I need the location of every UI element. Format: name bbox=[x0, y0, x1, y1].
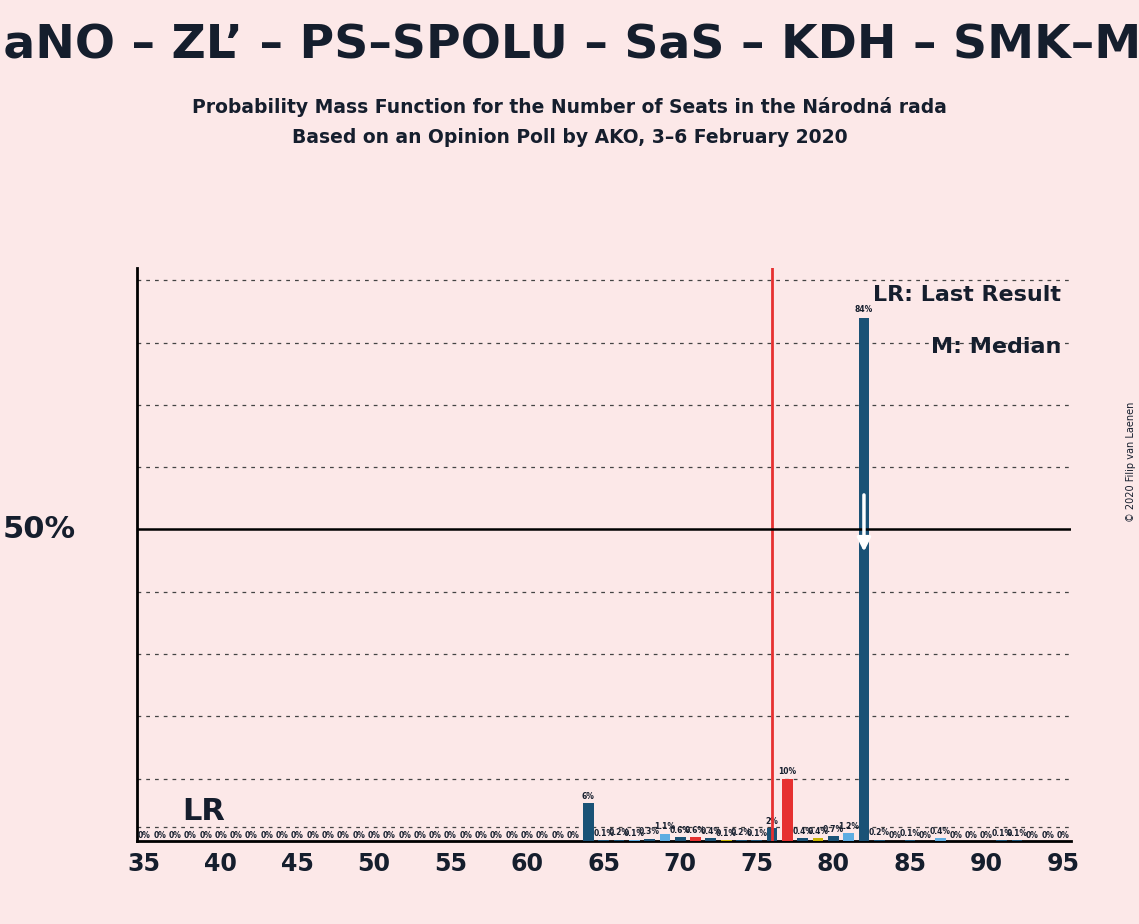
Bar bbox=[690, 837, 700, 841]
Text: 0.7%: 0.7% bbox=[822, 825, 844, 834]
Text: 6%: 6% bbox=[582, 792, 595, 801]
Text: 0.1%: 0.1% bbox=[593, 829, 614, 838]
Text: M: Median: M: Median bbox=[931, 336, 1062, 357]
Bar bbox=[705, 838, 716, 841]
Text: 0%: 0% bbox=[154, 831, 166, 840]
Text: 0%: 0% bbox=[428, 831, 442, 840]
Text: 0%: 0% bbox=[566, 831, 580, 840]
Bar bbox=[935, 838, 945, 841]
Text: © 2020 Filip van Laenen: © 2020 Filip van Laenen bbox=[1125, 402, 1136, 522]
Text: 0%: 0% bbox=[1041, 831, 1054, 840]
Text: 0%: 0% bbox=[965, 831, 977, 840]
Text: 0.1%: 0.1% bbox=[1007, 829, 1027, 838]
Bar bbox=[843, 833, 854, 841]
Text: Based on an Opinion Poll by AKO, 3–6 February 2020: Based on an Opinion Poll by AKO, 3–6 Feb… bbox=[292, 128, 847, 147]
Text: LR: LR bbox=[182, 796, 226, 826]
Text: 0.4%: 0.4% bbox=[808, 827, 828, 836]
Text: 0%: 0% bbox=[261, 831, 273, 840]
Text: 0%: 0% bbox=[888, 831, 901, 840]
Text: 0%: 0% bbox=[551, 831, 564, 840]
Text: 0%: 0% bbox=[950, 831, 962, 840]
Text: 0%: 0% bbox=[1057, 831, 1070, 840]
Text: 0%: 0% bbox=[368, 831, 380, 840]
Text: 0.2%: 0.2% bbox=[731, 828, 752, 837]
Text: 0%: 0% bbox=[506, 831, 518, 840]
Text: 0%: 0% bbox=[337, 831, 350, 840]
Text: 0.1%: 0.1% bbox=[715, 829, 737, 838]
Text: 0%: 0% bbox=[413, 831, 426, 840]
Text: 0%: 0% bbox=[276, 831, 288, 840]
Text: 0%: 0% bbox=[1026, 831, 1039, 840]
Text: 0%: 0% bbox=[444, 831, 457, 840]
Text: 0%: 0% bbox=[536, 831, 549, 840]
Text: Probability Mass Function for the Number of Seats in the Národná rada: Probability Mass Function for the Number… bbox=[192, 97, 947, 117]
Bar bbox=[797, 838, 808, 841]
Text: 1.1%: 1.1% bbox=[655, 822, 675, 832]
Text: 0%: 0% bbox=[521, 831, 533, 840]
Text: 50%: 50% bbox=[2, 515, 76, 544]
Text: 1.2%: 1.2% bbox=[838, 821, 859, 831]
Text: LR: Last Result: LR: Last Result bbox=[874, 286, 1062, 305]
Text: 0.6%: 0.6% bbox=[685, 826, 706, 834]
Bar bbox=[812, 838, 823, 841]
Text: 0%: 0% bbox=[383, 831, 395, 840]
Bar bbox=[583, 804, 593, 841]
Text: 0.4%: 0.4% bbox=[931, 827, 951, 836]
Bar bbox=[874, 840, 885, 841]
Text: 0%: 0% bbox=[459, 831, 473, 840]
Text: 0%: 0% bbox=[475, 831, 487, 840]
Text: 0%: 0% bbox=[169, 831, 181, 840]
Text: 0%: 0% bbox=[321, 831, 335, 840]
Text: 0.6%: 0.6% bbox=[670, 826, 690, 834]
Text: 0%: 0% bbox=[490, 831, 503, 840]
Text: 0%: 0% bbox=[230, 831, 243, 840]
Text: 0%: 0% bbox=[980, 831, 993, 840]
Text: 0.2%: 0.2% bbox=[608, 828, 630, 837]
Text: 10%: 10% bbox=[778, 767, 796, 776]
Bar bbox=[736, 840, 747, 841]
Text: 0.1%: 0.1% bbox=[900, 829, 920, 838]
Text: 0%: 0% bbox=[245, 831, 257, 840]
Bar bbox=[645, 839, 655, 841]
Text: 0.4%: 0.4% bbox=[793, 827, 813, 836]
Bar bbox=[828, 836, 838, 841]
Bar bbox=[859, 318, 869, 841]
Text: 0%: 0% bbox=[290, 831, 304, 840]
Text: 0%: 0% bbox=[352, 831, 366, 840]
Text: OL’aNO – ZL’ – PS–SPOLU – SaS – KDH – SMK–MKP: OL’aNO – ZL’ – PS–SPOLU – SaS – KDH – SM… bbox=[0, 23, 1139, 68]
Text: 0.1%: 0.1% bbox=[746, 829, 768, 838]
Text: 0.1%: 0.1% bbox=[991, 829, 1013, 838]
Text: 2%: 2% bbox=[765, 817, 779, 826]
Bar bbox=[767, 829, 778, 841]
Bar bbox=[614, 840, 624, 841]
Text: 0%: 0% bbox=[399, 831, 411, 840]
Text: 0%: 0% bbox=[306, 831, 319, 840]
Text: 0%: 0% bbox=[214, 831, 228, 840]
Text: 0%: 0% bbox=[199, 831, 212, 840]
Text: 0%: 0% bbox=[919, 831, 932, 840]
Text: 0%: 0% bbox=[138, 831, 150, 840]
Text: 0.4%: 0.4% bbox=[700, 827, 721, 836]
Bar bbox=[659, 834, 670, 841]
Text: 0%: 0% bbox=[183, 831, 197, 840]
Bar bbox=[782, 779, 793, 841]
Text: 0.1%: 0.1% bbox=[624, 829, 645, 838]
Bar bbox=[675, 837, 686, 841]
Text: 0.2%: 0.2% bbox=[869, 828, 890, 837]
Text: 0.3%: 0.3% bbox=[639, 828, 661, 836]
Text: 84%: 84% bbox=[855, 305, 874, 314]
